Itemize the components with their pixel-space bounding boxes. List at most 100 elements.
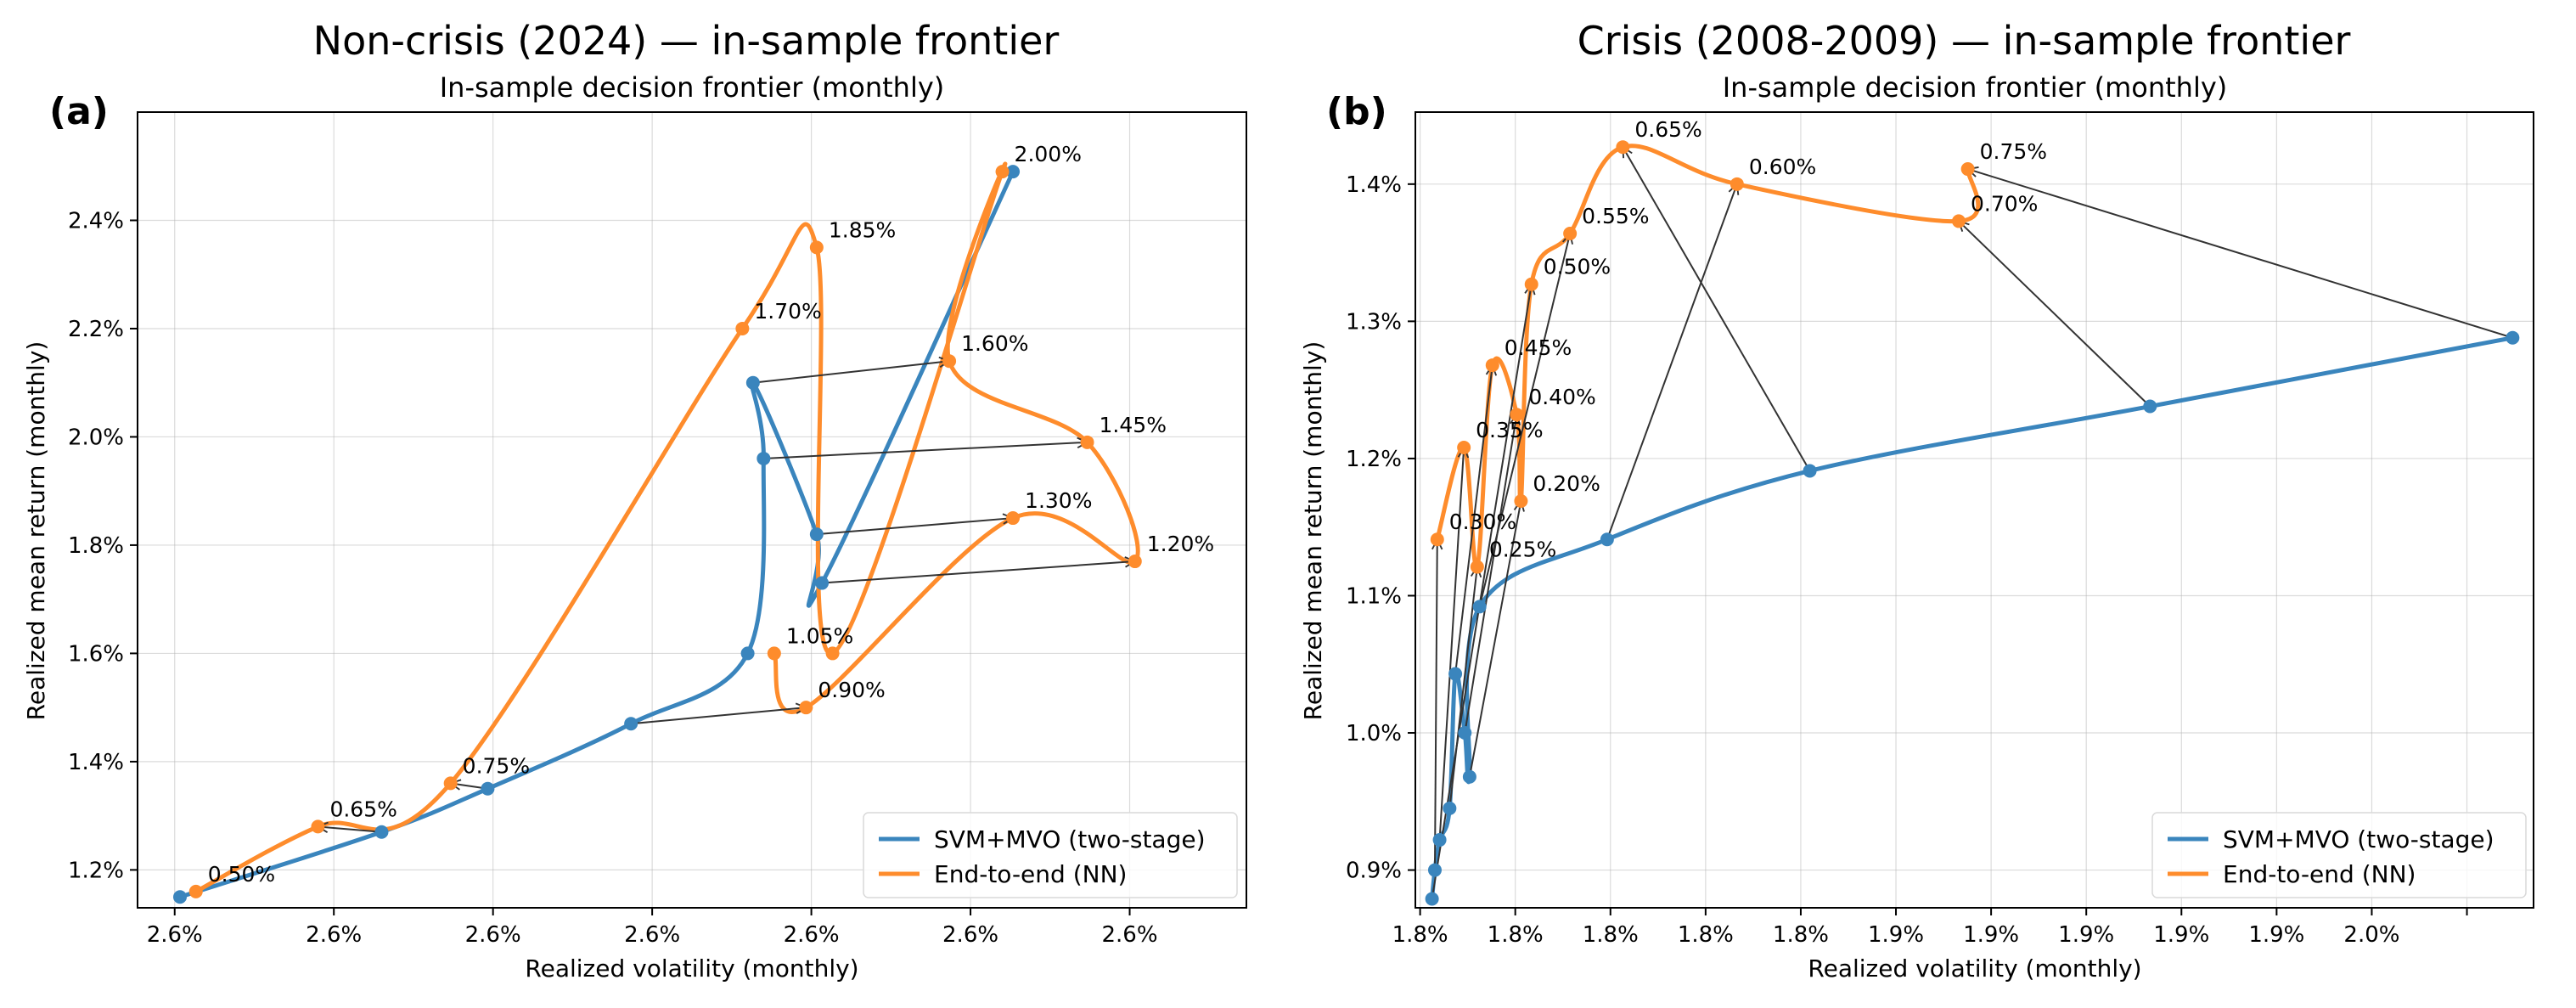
panel-b-x-tick-label: 1.8%	[1678, 922, 1734, 948]
panel-b-y-tick-label: 1.1%	[1346, 583, 1402, 609]
panel-a-point-end-to-end	[942, 354, 957, 369]
panel-b-legend-label-two-stage: SVM+MVO (two-stage)	[2223, 825, 2494, 853]
panel-b-series-two-stage-line	[1430, 335, 2515, 901]
panel-a-y-tick-label: 2.0%	[68, 425, 124, 450]
panel-a-subtitle: In-sample decision frontier (monthly)	[440, 71, 945, 104]
panel-b-point-two-stage	[2506, 330, 2520, 345]
panel-b-legend: SVM+MVO (two-stage) End-to-end (NN)	[2151, 812, 2527, 898]
panel-b-axes-frame	[1415, 111, 2534, 909]
panel-a-point-end-to-end	[799, 701, 813, 715]
panel-b-x-tick-label: 1.8%	[1392, 922, 1448, 948]
panel-a-point-two-stage	[740, 646, 755, 661]
panel-a-shift-arrow	[816, 518, 1013, 536]
panel-b-ylabel: Realized mean return (monthly)	[1299, 341, 1327, 721]
panel-a-xlabel: Realized volatility (monthly)	[525, 955, 858, 983]
panel-a-point-label: 1.70%	[754, 299, 821, 324]
panel-b-point-two-stage	[2143, 399, 2157, 414]
panel-a-axes-frame	[137, 111, 1247, 909]
panel-b-plot: 1.8% 1.8% 1.8% 1.8% 1.8% 1.9% 1.9% 1.9% 1.9% 1.9%…	[1346, 111, 2534, 948]
panel-b-point-label: 0.20%	[1533, 471, 1600, 496]
panel-a-point-label: 0.75%	[463, 753, 530, 778]
panel-b-shift-arrow	[1464, 414, 1516, 734]
panel-b-point-end-to-end	[1485, 358, 1499, 373]
panel-b-point-end-to-end	[1563, 226, 1578, 240]
panel-b-shift-arrow	[1968, 169, 2513, 339]
panel-a-y-tick-label: 2.4%	[68, 208, 124, 234]
panel-b-point-end-to-end	[1524, 277, 1538, 291]
panel-a-x-tick-label: 2.6%	[465, 922, 521, 948]
panel-b-xlabel: Realized volatility (monthly)	[1808, 955, 2141, 983]
panel-b-shift-arrow	[1431, 284, 1532, 899]
panel-a-legend-label-two-stage: SVM+MVO (two-stage)	[934, 825, 1206, 853]
panel-a-shift-arrow	[631, 707, 806, 725]
panel-b-point-label: 0.50%	[1544, 255, 1611, 279]
panel-b-shift-arrow	[1448, 567, 1477, 808]
panel-a-point-two-stage	[815, 576, 830, 590]
panel-b-point-end-to-end	[1510, 408, 1524, 422]
panel-a-point-label: 1.85%	[829, 217, 896, 242]
panel-a-point-label: 0.65%	[329, 797, 397, 821]
panel-a-y-tick-label: 1.2%	[68, 858, 124, 883]
panel-a-legend: SVM+MVO (two-stage) End-to-end (NN)	[863, 812, 1238, 898]
panel-b-point-label: 0.75%	[1980, 139, 2047, 164]
panel-b-point-label: 0.40%	[1528, 385, 1595, 409]
panel-a-x-tick-label: 2.6%	[942, 922, 998, 948]
panel-a-point-end-to-end	[809, 240, 824, 255]
panel-a-x-tick-label: 2.6%	[147, 922, 203, 948]
panel-a-shift-arrow	[822, 561, 1135, 584]
panel-b-point-label: 0.55%	[1582, 204, 1649, 228]
panel-b-point-label: 0.25%	[1489, 538, 1556, 562]
panel-b-shift-arrow	[1435, 539, 1437, 870]
panel-a-series-end-to-end-line	[194, 161, 1140, 894]
panel-b-tag: (b)	[1326, 90, 1387, 133]
panel-b-x-tick-label: 1.9%	[2058, 922, 2114, 948]
panel-b-y-tick-label: 0.9%	[1346, 859, 1402, 884]
panel-b-point-two-stage	[1803, 464, 1817, 478]
panel-a-point-label: 1.30%	[1025, 488, 1092, 513]
panel-b-x-tick-label: 1.9%	[2153, 922, 2209, 948]
panel-a-y-tick-label: 1.6%	[68, 641, 124, 667]
panel-b-title: Crisis (2008-2009) — in-sample frontier	[1578, 18, 2351, 64]
panel-a-title: Non-crisis (2024) — in-sample frontier	[313, 18, 1060, 64]
panel-b-point-two-stage	[1448, 667, 1463, 681]
panel-b-point-two-stage	[1600, 532, 1614, 547]
panel-a-point-end-to-end	[1080, 435, 1094, 449]
panel-a-point-end-to-end	[1006, 511, 1021, 526]
panel-a-shift-arrow	[752, 361, 949, 384]
panel-a-point-end-to-end	[735, 321, 750, 335]
panel-a-point-label: 0.90%	[818, 678, 885, 702]
panel-b-shift-arrow	[1454, 365, 1493, 674]
panel-b-x-tick-label: 1.9%	[2248, 922, 2304, 948]
panel-b-x-tick-label: 1.8%	[1773, 922, 1829, 948]
panel-a-point-label: 1.60%	[961, 331, 1028, 356]
panel-b-y-tick-label: 1.3%	[1346, 309, 1402, 335]
panel-b-subtitle: In-sample decision frontier (monthly)	[1723, 71, 2228, 104]
panel-b-y-tick-label: 1.2%	[1346, 447, 1402, 472]
panel-a-x-tick-label: 2.6%	[784, 922, 840, 948]
panel-a-point-end-to-end	[825, 646, 840, 661]
panel-a-point-two-stage	[745, 375, 760, 390]
panel-b-point-label: 0.60%	[1749, 155, 1816, 179]
panel-b-point-two-stage	[1472, 600, 1487, 614]
panel-b-point-label: 0.70%	[1971, 191, 2038, 216]
panel-b-chart: Crisis (2008-2009) — in-sample frontier …	[1299, 18, 2534, 983]
panel-a-legend-label-end-to-end: End-to-end (NN)	[934, 860, 1127, 888]
panel-b-point-two-stage	[1425, 892, 1439, 906]
panel-b-x-tick-label: 1.9%	[1868, 922, 1924, 948]
panel-b-point-label: 0.45%	[1505, 335, 1572, 360]
panel-a-point-two-stage	[374, 825, 389, 839]
panel-b-point-label: 0.35%	[1476, 418, 1543, 442]
panel-a-point-end-to-end	[995, 165, 1010, 179]
panel-b-point-end-to-end	[1730, 177, 1744, 191]
panel-a-point-label: 1.45%	[1100, 413, 1167, 437]
panel-a-point-end-to-end	[443, 776, 458, 791]
panel-a-point-two-stage	[172, 890, 187, 904]
panel-a-point-end-to-end	[767, 646, 781, 661]
panel-a-x-tick-label: 2.6%	[1101, 922, 1157, 948]
panel-a-shift-arrow	[318, 826, 382, 831]
panel-b-x-tick-label: 2.0%	[2343, 922, 2399, 948]
panel-b-shift-arrow	[1438, 448, 1465, 841]
panel-a-point-end-to-end	[311, 819, 325, 834]
panel-b-point-end-to-end	[1457, 440, 1471, 454]
